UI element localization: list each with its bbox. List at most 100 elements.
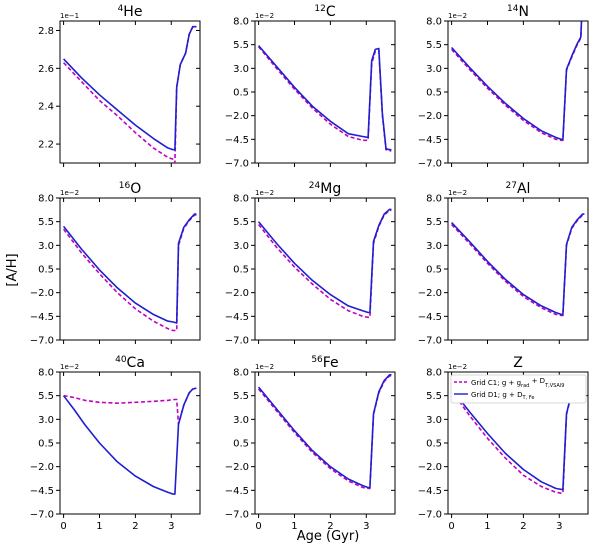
y-tick-label: 3.0 <box>233 64 249 75</box>
axis-multiplier: 1e−2 <box>448 12 467 20</box>
panel-n: −7.0 −4.5 −2.0 0.5 3.0 5.5 8.0 1e−2 14N <box>418 4 589 170</box>
y-tick-label: −2.0 <box>418 462 442 473</box>
y-tick-label: 0.5 <box>38 439 54 450</box>
y-tick-label: −2.0 <box>30 462 54 473</box>
axis-multiplier: 1e−1 <box>60 12 79 20</box>
axis-multiplier: 1e−2 <box>448 363 467 371</box>
y-tick-label: 5.5 <box>38 391 54 402</box>
x-tick-label: 1 <box>291 521 297 532</box>
plot-frame <box>254 371 396 515</box>
y-tick-label: 3.0 <box>426 415 442 426</box>
series-line-grid-c1 <box>257 374 392 490</box>
panel-title: 40Ca <box>115 355 145 371</box>
plot-frame <box>447 197 589 341</box>
plot-frame <box>447 20 589 164</box>
plot-frame <box>59 197 201 341</box>
x-tick-label: 0 <box>448 521 454 532</box>
legend-label: Grid C1; g + grad + DT,VSAl9 <box>471 377 564 389</box>
axis-multiplier: 1e−2 <box>60 189 79 197</box>
y-tick-label: 0.5 <box>233 265 249 276</box>
y-tick-label: 0.5 <box>426 439 442 450</box>
panel-fe: −7.0 −4.5 −2.0 0.5 3.0 5.5 8.0 0 1 2 3 1e−2 56Fe <box>225 355 396 532</box>
panel-c: −7.0 −4.5 −2.0 0.5 3.0 5.5 8.0 1e−2 12C <box>225 4 396 170</box>
y-tick-label: 5.5 <box>233 217 249 228</box>
panel-ca: −7.0 −4.5 −2.0 0.5 3.0 5.5 8.0 0 1 2 3 1e−2 40Ca <box>30 355 201 532</box>
x-tick-label: 3 <box>168 521 174 532</box>
x-tick-label: 0 <box>255 521 261 532</box>
x-tick-label: 2 <box>520 521 526 532</box>
series-line-grid-d1 <box>451 21 583 141</box>
legend-box <box>450 374 587 404</box>
y-tick-label: −2.0 <box>225 288 249 299</box>
panel-mg: −7.0 −4.5 −2.0 0.5 3.0 5.5 8.0 1e−2 24Mg <box>225 181 396 347</box>
y-tick-label: 5.5 <box>426 40 442 51</box>
y-tick-label: −4.5 <box>225 486 249 497</box>
y-tick-label: 3.0 <box>38 241 54 252</box>
series-line-grid-d1 <box>62 387 197 495</box>
x-tick-label: 1 <box>484 521 490 532</box>
y-tick-label: −4.5 <box>30 312 54 323</box>
y-tick-label: −7.0 <box>225 510 249 521</box>
plot-frame <box>59 20 201 164</box>
panel-grid: 2.2 2.4 2.6 2.8 1e−1 4He −7.0 −4.5 −2.0 0.5 3.0 5.5… <box>30 4 589 532</box>
y-tick-label: −2.0 <box>225 462 249 473</box>
y-tick-label: −7.0 <box>225 159 249 170</box>
y-tick-label: −2.0 <box>418 111 442 122</box>
panel-title: 27Al <box>506 181 531 197</box>
y-tick-label: 8.0 <box>233 194 249 205</box>
y-tick-label: 8.0 <box>426 368 442 379</box>
panel-o: −7.0 −4.5 −2.0 0.5 3.0 5.5 8.0 1e−2 16O <box>30 181 201 347</box>
series-line-grid-c1 <box>450 376 585 495</box>
panel-al: −7.0 −4.5 −2.0 0.5 3.0 5.5 8.0 1e−2 27Al <box>418 181 589 347</box>
y-tick-label: −4.5 <box>418 486 442 497</box>
series-line-grid-d1 <box>62 213 197 324</box>
y-tick-label: 3.0 <box>426 64 442 75</box>
series-line-grid-d1 <box>63 25 197 151</box>
plot-frame <box>254 197 396 341</box>
y-tick-label: 3.0 <box>233 241 249 252</box>
series-line-grid-d1 <box>257 373 392 489</box>
y-tick-label: −4.5 <box>30 486 54 497</box>
y-tick-label: 5.5 <box>233 40 249 51</box>
y-tick-label: −7.0 <box>418 336 442 347</box>
x-tick-label: 3 <box>556 521 562 532</box>
y-tick-label: 0.5 <box>426 88 442 99</box>
y-tick-label: 3.0 <box>426 241 442 252</box>
y-tick-label: −2.0 <box>225 111 249 122</box>
y-tick-label: 5.5 <box>426 217 442 228</box>
y-tick-label: −7.0 <box>418 510 442 521</box>
panel-z: −7.0 −4.5 −2.0 0.5 3.0 5.5 8.0 0 1 2 3 1e−2 Z Grid C1… <box>418 355 589 532</box>
series-line-grid-c1 <box>62 214 197 332</box>
y-tick-label: 8.0 <box>38 194 54 205</box>
x-tick-label: 2 <box>132 521 138 532</box>
x-tick-label: 0 <box>60 521 66 532</box>
y-tick-label: 8.0 <box>426 194 442 205</box>
y-tick-label: 0.5 <box>233 88 249 99</box>
y-tick-label: 2.8 <box>38 26 54 37</box>
plot-frame <box>59 371 201 515</box>
y-tick-label: 5.5 <box>38 217 54 228</box>
axis-multiplier: 1e−2 <box>255 189 274 197</box>
panel-title: 4He <box>118 4 143 20</box>
series-line-grid-d1 <box>451 213 585 316</box>
y-tick-label: −2.0 <box>418 288 442 299</box>
y-tick-label: −4.5 <box>225 135 249 146</box>
y-tick-label: 2.6 <box>38 64 54 75</box>
y-tick-label: −7.0 <box>30 336 54 347</box>
y-tick-label: 5.5 <box>233 391 249 402</box>
series-line-grid-c1 <box>63 387 197 425</box>
y-tick-label: −7.0 <box>225 336 249 347</box>
series-line-grid-c1 <box>451 21 583 142</box>
y-tick-label: 3.0 <box>38 415 54 426</box>
x-tick-label: 3 <box>363 521 369 532</box>
panel-title: 16O <box>119 181 141 197</box>
y-tick-label: 8.0 <box>38 368 54 379</box>
plot-frame <box>254 20 396 164</box>
series-line-grid-d1 <box>257 208 392 314</box>
axis-multiplier: 1e−2 <box>60 363 79 371</box>
axis-multiplier: 1e−2 <box>255 12 274 20</box>
y-tick-label: 8.0 <box>233 17 249 28</box>
panel-title: 24Mg <box>309 181 341 197</box>
y-tick-label: 0.5 <box>38 265 54 276</box>
x-tick-label: 1 <box>96 521 102 532</box>
